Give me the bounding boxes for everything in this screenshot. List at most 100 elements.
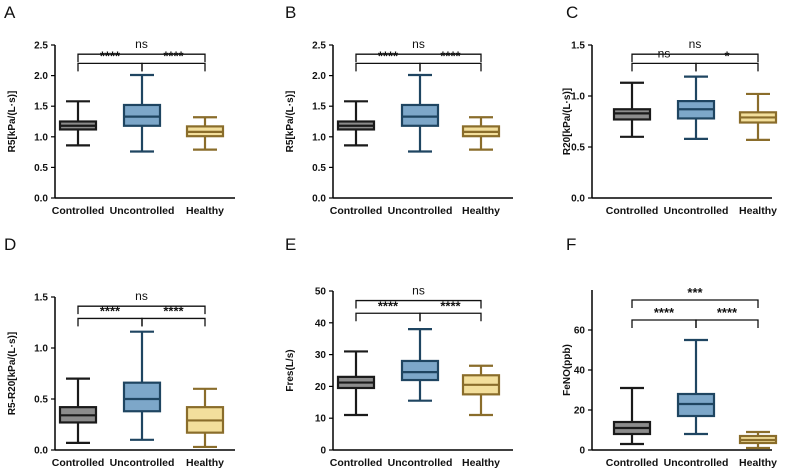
y-axis-label: R20[kPa/(L·s)] bbox=[562, 88, 573, 155]
panel-a: A 0.0 0.5 1.0 1.5 2.0 2.5 R5[kPa/(L·s)] Controll… bbox=[4, 3, 235, 217]
y-tick-label: 60 bbox=[574, 326, 586, 337]
bracket-line bbox=[419, 62, 482, 72]
y-tick-label: 1.5 bbox=[34, 102, 48, 113]
bracket-line bbox=[141, 317, 206, 327]
x-category-label: Controlled bbox=[330, 205, 383, 217]
y-tick-label: 50 bbox=[315, 287, 327, 298]
significance-label: * bbox=[724, 48, 730, 63]
box-iqr bbox=[400, 103, 440, 127]
y-tick-label: 1.5 bbox=[571, 41, 585, 52]
y-tick-label: 2.0 bbox=[34, 71, 48, 82]
panel-letter: F bbox=[566, 235, 576, 254]
bracket-line bbox=[141, 62, 206, 72]
y-tick-label: 10 bbox=[315, 414, 327, 425]
y-tick-label: 0.5 bbox=[34, 395, 48, 406]
y-tick-label: 1.0 bbox=[34, 132, 48, 143]
box-healthy bbox=[185, 116, 225, 151]
panel-c: C 0.0 0.5 1.0 1.5 R20[kPa/(L·s)] Controlled Unc… bbox=[562, 3, 777, 217]
x-category-label: Controlled bbox=[606, 205, 659, 217]
box-uncontrolled bbox=[122, 330, 162, 441]
y-tick-label: 2.0 bbox=[312, 71, 326, 82]
panel-e: E 0 10 20 30 40 50 Fres(L/s) Controlled Uncontrol… bbox=[285, 235, 513, 469]
significance-bracket: ns bbox=[355, 37, 482, 63]
x-category-label: Uncontrolled bbox=[110, 205, 175, 217]
box-controlled bbox=[612, 386, 652, 446]
significance-label: **** bbox=[378, 48, 399, 63]
box-uncontrolled bbox=[676, 75, 716, 140]
panel-letter: B bbox=[285, 3, 296, 22]
y-axis-label: R5[kPa/(L·s)] bbox=[7, 91, 18, 153]
x-category-label: Uncontrolled bbox=[388, 457, 453, 469]
y-tick-label: 1.0 bbox=[34, 344, 48, 355]
bracket-line bbox=[631, 53, 759, 63]
significance-label: ns bbox=[135, 289, 148, 303]
box-iqr bbox=[122, 381, 162, 413]
x-category-label: Controlled bbox=[606, 457, 659, 469]
significance-bracket: **** bbox=[695, 305, 759, 328]
y-tick-label: 40 bbox=[315, 318, 327, 329]
bracket-line bbox=[631, 299, 759, 308]
box-uncontrolled bbox=[122, 73, 162, 153]
y-tick-label: 30 bbox=[315, 350, 327, 361]
x-category-label: Uncontrolled bbox=[664, 205, 729, 217]
y-tick-label: 2.5 bbox=[34, 41, 48, 52]
x-category-label: Healthy bbox=[186, 205, 224, 217]
panel-letter: D bbox=[4, 235, 16, 254]
significance-bracket: **** bbox=[77, 48, 143, 72]
significance-bracket: **** bbox=[419, 48, 482, 72]
box-controlled bbox=[58, 100, 98, 147]
y-tick-label: 2.5 bbox=[312, 41, 326, 52]
significance-bracket: **** bbox=[355, 48, 421, 72]
bracket-line bbox=[355, 312, 421, 322]
significance-label: **** bbox=[163, 48, 184, 63]
x-category-label: Healthy bbox=[739, 205, 777, 217]
y-tick-label: 1.0 bbox=[571, 92, 585, 103]
box-controlled bbox=[612, 81, 652, 138]
y-tick-label: 20 bbox=[574, 406, 586, 417]
box-healthy bbox=[738, 430, 778, 450]
significance-bracket: ns bbox=[631, 37, 759, 63]
significance-bracket: ns bbox=[77, 289, 206, 315]
bracket-line bbox=[77, 62, 143, 72]
box-healthy bbox=[738, 92, 778, 141]
significance-label: ns bbox=[658, 46, 671, 60]
significance-bracket: *** bbox=[631, 285, 759, 308]
box-controlled bbox=[336, 350, 376, 417]
y-tick-label: 0.0 bbox=[312, 194, 326, 205]
box-uncontrolled bbox=[400, 328, 440, 402]
y-tick-label: 0.5 bbox=[34, 163, 48, 174]
y-tick-label: 0.5 bbox=[571, 143, 585, 154]
y-tick-label: 0.0 bbox=[34, 194, 48, 205]
y-tick-label: 0.5 bbox=[312, 163, 326, 174]
bracket-line bbox=[77, 305, 206, 315]
y-axis-label: FeNO(ppb) bbox=[562, 344, 573, 396]
significance-bracket: ns bbox=[77, 37, 206, 63]
x-category-label: Healthy bbox=[462, 205, 500, 217]
panel-b: B 0.0 0.5 1.0 1.5 2.0 2.5 R5[kPa/(L·s)] Controll… bbox=[285, 3, 513, 217]
significance-label: **** bbox=[378, 298, 399, 313]
x-category-label: Controlled bbox=[52, 205, 105, 217]
bracket-line bbox=[695, 319, 759, 328]
y-axis-label: R5[kPa/(L·s)] bbox=[285, 91, 296, 153]
significance-bracket: **** bbox=[77, 303, 143, 327]
bracket-line bbox=[77, 317, 143, 327]
x-category-label: Uncontrolled bbox=[388, 205, 453, 217]
box-uncontrolled bbox=[400, 73, 440, 153]
significance-bracket: **** bbox=[141, 48, 206, 72]
y-tick-label: 1.5 bbox=[34, 293, 48, 304]
box-healthy bbox=[461, 116, 501, 151]
panel-letter: C bbox=[566, 3, 578, 22]
y-tick-label: 1.5 bbox=[312, 102, 326, 113]
panel-d: D 0.0 0.5 1.0 1.5 R5-R20[kPa/(L·s)] Controlled… bbox=[4, 235, 235, 469]
box-iqr bbox=[400, 359, 440, 382]
box-healthy bbox=[461, 364, 501, 417]
x-category-label: Uncontrolled bbox=[664, 457, 729, 469]
bracket-line bbox=[631, 319, 697, 328]
significance-label: **** bbox=[100, 48, 121, 63]
box-controlled bbox=[58, 377, 98, 444]
y-tick-label: 40 bbox=[574, 366, 586, 377]
box-uncontrolled bbox=[676, 338, 716, 436]
significance-bracket: **** bbox=[141, 303, 206, 327]
bracket-line bbox=[355, 299, 482, 309]
